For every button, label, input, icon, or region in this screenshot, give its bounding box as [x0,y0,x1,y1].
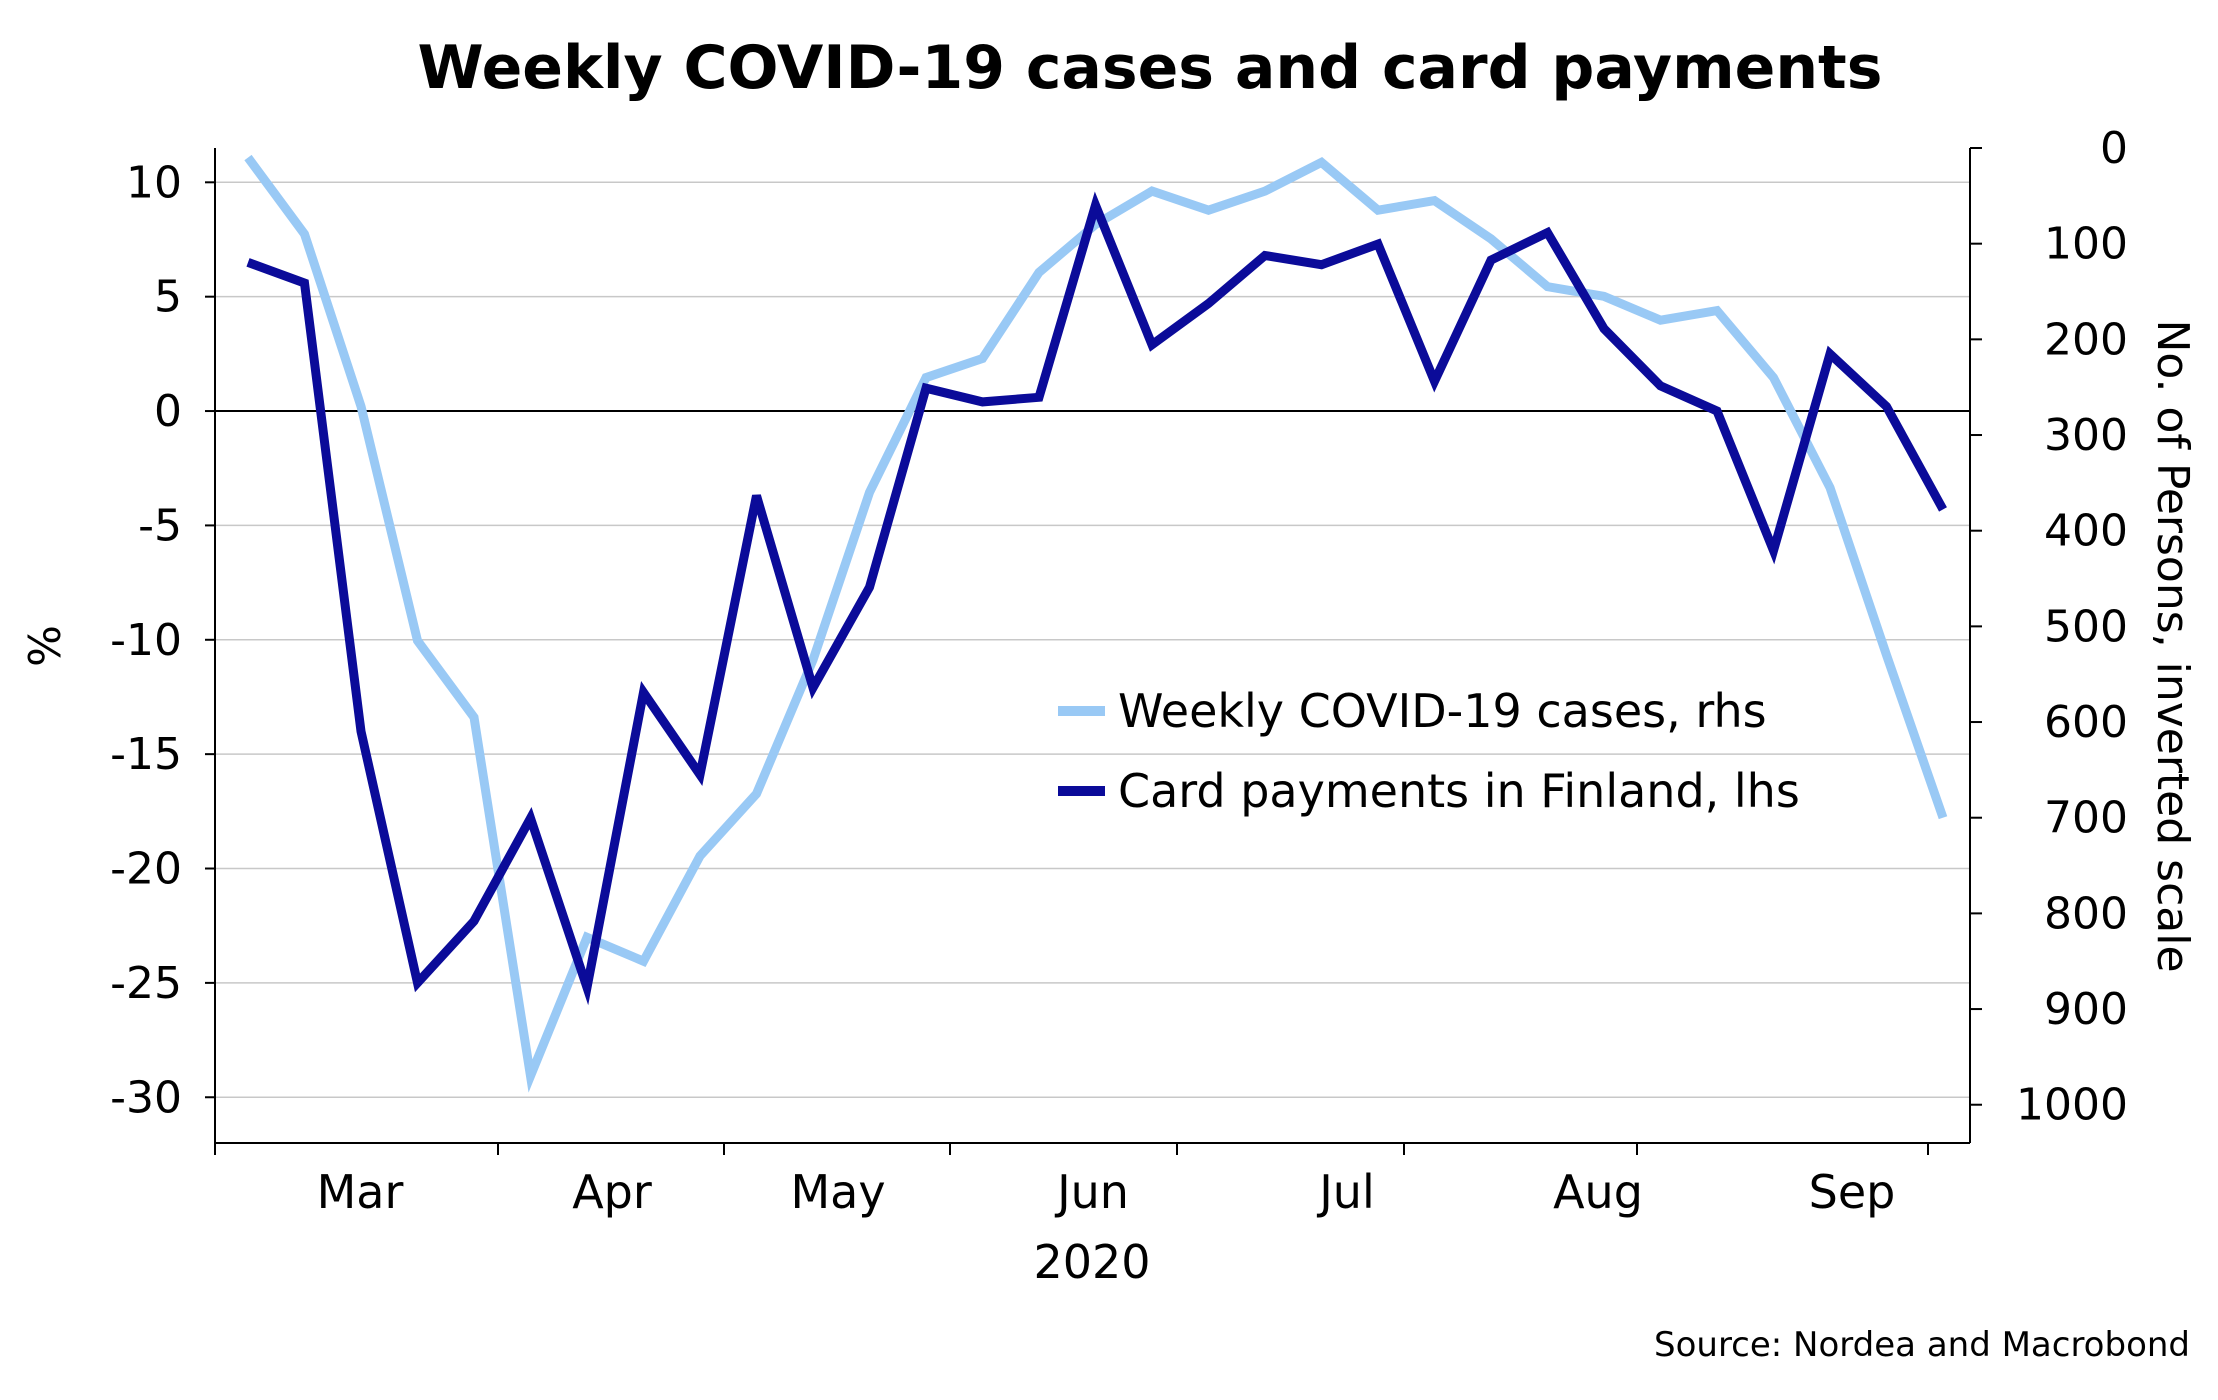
left-tick-label: 0 [154,386,182,437]
gridlines [215,181,1970,1099]
series-lines [244,154,1948,1093]
x-tick-label: Mar [317,1165,404,1219]
right-tick-label: 800 [2044,888,2128,939]
right-axis-ticks: 0 100 200 300 400 500 600 700 800 900 1000 [1970,123,2128,1131]
left-tick-label: 10 [126,157,182,208]
left-tick-label: -25 [110,958,182,1009]
legend-label-covid: Weekly COVID-19 cases, rhs [1118,684,1767,738]
x-axis-label: 2020 [1033,1235,1150,1289]
left-tick-label: -10 [110,615,182,666]
right-tick-label: 400 [2044,506,2128,557]
left-axis-label: % [20,625,71,667]
x-tick-label: Sep [1809,1165,1896,1219]
legend: Weekly COVID-19 cases, rhs Card payments… [1058,684,1800,818]
right-tick-label: 700 [2044,793,2128,844]
x-axis-ticks: Mar Apr May Jun Jul Aug Sep [214,1143,1929,1219]
x-tick-label: Jul [1316,1165,1375,1219]
x-tick-label: Aug [1553,1165,1643,1219]
x-tick-label: May [790,1165,885,1219]
right-tick-label: 0 [2100,123,2128,174]
source-note: Source: Nordea and Macrobond [1654,1325,2190,1365]
right-tick-label: 200 [2044,314,2128,365]
right-tick-label: 100 [2044,219,2128,270]
chart-title: Weekly COVID-19 cases and card payments [418,33,1883,103]
right-tick-label: 300 [2044,410,2128,461]
series-line [246,191,1947,1006]
left-tick-label: 5 [154,272,182,323]
left-tick-label: -30 [110,1072,182,1123]
left-tick-label: -15 [110,729,182,780]
series-line [244,154,1948,1093]
right-tick-label: 900 [2044,984,2128,1035]
right-tick-label: 600 [2044,697,2128,748]
right-tick-label: 500 [2044,601,2128,652]
right-tick-label: 1000 [2016,1080,2128,1131]
right-axis-label: No. of Persons, inverted scale [2147,319,2198,972]
legend-label-card: Card payments in Finland, lhs [1118,764,1800,818]
x-tick-label: Apr [572,1165,652,1219]
x-tick-label: Jun [1054,1165,1129,1219]
left-tick-label: -5 [138,500,182,551]
left-tick-label: -20 [110,844,182,895]
left-axis-ticks: 10 5 0 -5 -10 -15 -20 -25 -30 [110,157,215,1123]
